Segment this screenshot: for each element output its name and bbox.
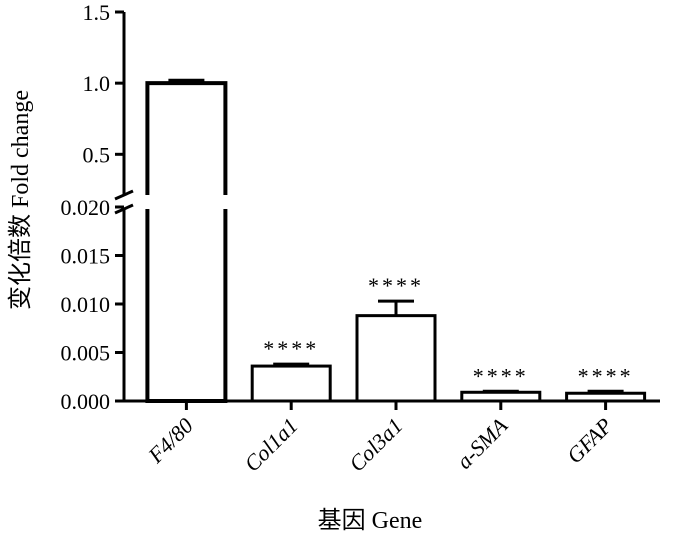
bar bbox=[565, 391, 647, 403]
y-tick-label: 1.5 bbox=[83, 0, 111, 25]
x-tick-label: Col3a1 bbox=[344, 413, 407, 476]
y-tick-label: 0.000 bbox=[61, 389, 111, 414]
significance-label: **** bbox=[368, 273, 424, 298]
x-tick-label: GFAP bbox=[562, 413, 617, 468]
x-axis-title: 基因 Gene bbox=[318, 507, 423, 534]
y-tick-label: 0.005 bbox=[61, 341, 111, 366]
y-tick-label: 1.0 bbox=[83, 71, 111, 96]
x-tick-label: a-SMA bbox=[451, 412, 512, 473]
bars bbox=[145, 78, 647, 403]
significance-label: **** bbox=[473, 363, 529, 388]
significance-label: **** bbox=[578, 363, 634, 388]
axis-break-mark bbox=[114, 203, 134, 215]
bar-upper-part bbox=[145, 81, 228, 195]
axis-break-mark bbox=[114, 189, 134, 201]
y-tick-label: 0.5 bbox=[83, 142, 111, 167]
y-axis-title: 变化倍数 Fold change bbox=[7, 90, 34, 310]
y-tick-label: 0.010 bbox=[61, 292, 111, 317]
y-tick-label: 0.020 bbox=[61, 195, 111, 220]
significance-label: **** bbox=[263, 336, 319, 361]
y-tick-label: 0.015 bbox=[61, 244, 111, 269]
x-tick-label: Col1a1 bbox=[239, 413, 302, 476]
bar bbox=[355, 314, 437, 403]
bar-lower-part bbox=[145, 209, 228, 403]
bar-lower-part bbox=[147, 207, 226, 401]
bar bbox=[250, 364, 332, 403]
bar bbox=[460, 390, 542, 403]
x-tick-label: F4/80 bbox=[142, 413, 198, 469]
